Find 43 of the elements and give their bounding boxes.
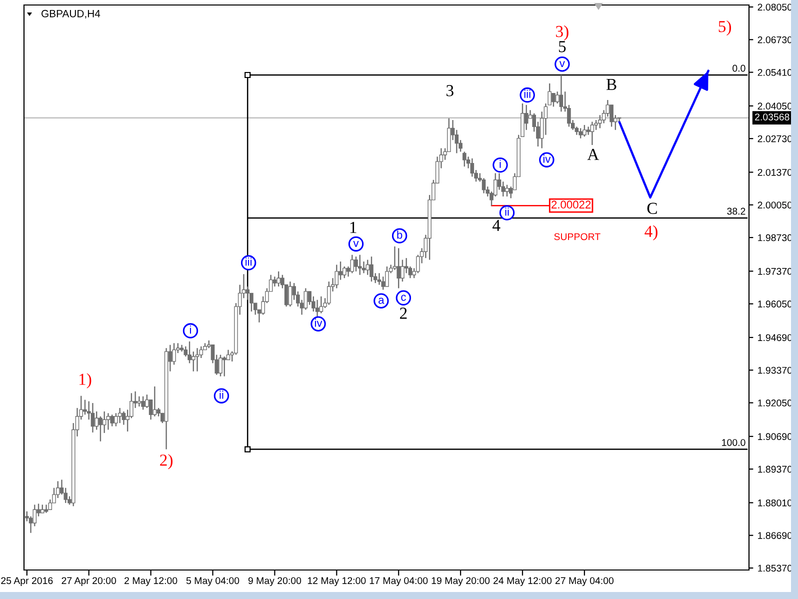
x-tick-label: 19 May 20:00 [432,577,490,586]
annotation: i [500,160,501,168]
x-tick-label: 27 Apr 20:00 [62,577,116,586]
annotation: 3 [446,85,454,96]
data-label: 2.00022 [552,200,591,209]
x-tick-label: 12 May 12:00 [308,577,366,586]
x-tick-label: 9 May 20:00 [248,577,302,586]
legend-label: 0.0 [732,64,746,72]
annotation: 5 [558,41,566,52]
annotation: C [647,202,657,214]
annotation: i [190,326,191,334]
annotation: iv [543,154,551,163]
annotation: a [378,298,384,304]
legend-label: 38.2 [727,208,746,215]
x-tick-label: 27 May 04:00 [555,577,614,586]
annotation: ii [505,208,509,216]
annotation: 1) [80,373,92,388]
annotation: 4 [492,220,500,231]
annotation: iv [314,318,322,327]
annotation: 1 [350,222,356,233]
annotation: A [587,148,600,160]
x-tick-label: 24 May 12:00 [494,577,552,586]
annotation: iii [246,258,252,266]
annotation: b [397,230,402,239]
ref-line-label: 2.03568 [755,114,790,120]
annotation: 5) [718,20,732,36]
x-tick-label: 2 May 12:00 [124,577,178,586]
annotation: 4) [644,225,658,240]
annotation: v [559,61,565,67]
x-tick-label: 5 May 04:00 [186,577,240,586]
text: SUPPORT [554,233,600,240]
annotation: c [401,294,406,301]
annotation: v [353,240,359,247]
annotation: 2 [400,308,407,319]
x-tick-label: 17 May 04:00 [370,577,428,586]
x-tick-label: 25 Apr 2016 [1,577,53,586]
chart-title: GBPAUD,H4 [42,10,100,19]
annotation: iii [524,90,530,98]
annotation: 3) [556,25,568,41]
legend-label: 100.0 [722,439,746,446]
annotation: B [606,78,616,90]
annotation: 2) [160,454,172,470]
annotation: ii [220,390,224,399]
